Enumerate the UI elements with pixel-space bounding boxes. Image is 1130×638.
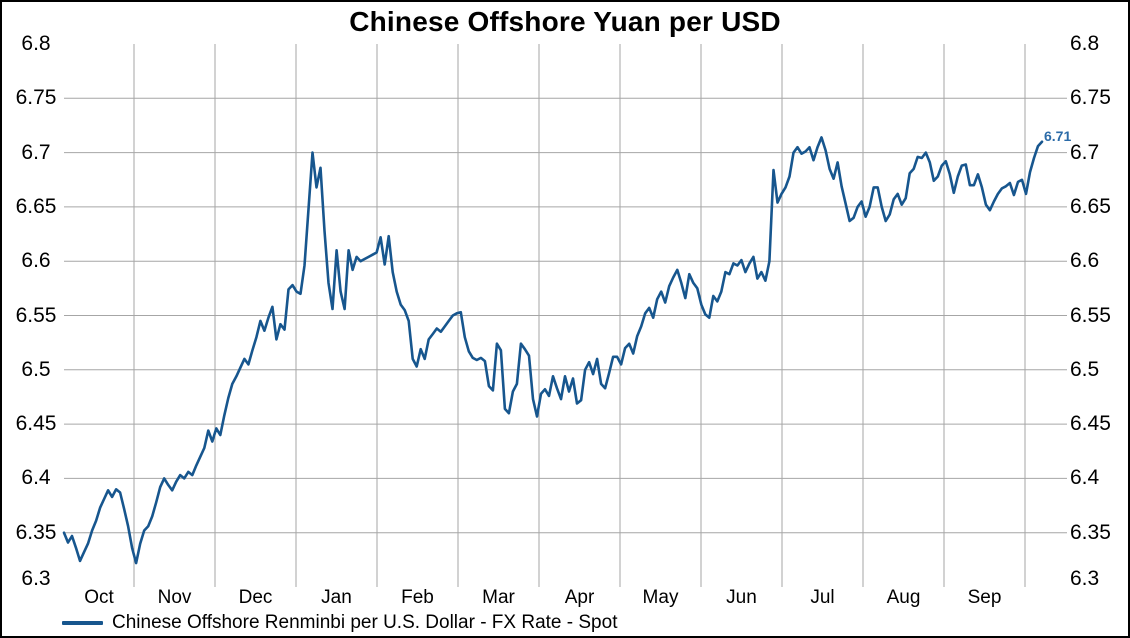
- y-tick-label-left: 6.7: [21, 140, 51, 164]
- last-value-label: 6.71: [1044, 128, 1072, 144]
- y-tick-label-right: 6.8: [1070, 32, 1100, 55]
- x-tick-label: Dec: [238, 587, 273, 608]
- legend-line-swatch: [62, 621, 103, 625]
- x-tick-label: Nov: [157, 587, 192, 608]
- y-tick-label-left: 6.8: [21, 32, 51, 55]
- y-tick-label-right: 6.55: [1070, 303, 1111, 327]
- y-tick-label-right: 6.7: [1070, 140, 1100, 164]
- y-tick-label-left: 6.4: [21, 466, 51, 490]
- y-tick-label-left: 6.75: [15, 86, 57, 110]
- x-tick-label: Jun: [726, 587, 757, 608]
- y-tick-label-right: 6.6: [1070, 249, 1100, 273]
- y-tick-label-left: 6.45: [15, 412, 57, 436]
- y-tick-label-right: 6.3: [1070, 567, 1100, 590]
- y-tick-label-right: 6.5: [1070, 357, 1100, 381]
- y-tick-label-left: 6.3: [21, 567, 51, 590]
- series-line: [62, 136, 1044, 565]
- x-tick-label: Jan: [321, 587, 352, 608]
- y-tick-label-right: 6.65: [1070, 194, 1111, 218]
- x-tick-label: Jul: [810, 587, 835, 608]
- y-tick-label-left: 6.5: [21, 357, 51, 381]
- x-tick-label: Sep: [967, 587, 1002, 608]
- y-tick-label-left: 6.6: [21, 249, 51, 273]
- x-tick-label: Feb: [401, 587, 434, 608]
- x-tick-label: Oct: [84, 587, 114, 608]
- y-tick-label-right: 6.4: [1070, 466, 1100, 490]
- x-tick-label: May: [642, 587, 679, 608]
- y-tick-label-left: 6.35: [15, 520, 57, 544]
- legend: Chinese Offshore Renminbi per U.S. Dolla…: [62, 611, 617, 635]
- x-tick-label: Mar: [482, 587, 515, 608]
- y-tick-label-left: 6.55: [15, 303, 57, 327]
- x-tick-label: Apr: [564, 587, 595, 608]
- legend-series-label: Chinese Offshore Renminbi per U.S. Dolla…: [112, 612, 618, 633]
- y-tick-label-right: 6.35: [1070, 520, 1111, 544]
- y-tick-label-right: 6.45: [1070, 412, 1111, 436]
- chart-title: Chinese Offshore Yuan per USD: [349, 6, 781, 37]
- y-tick-label-right: 6.75: [1070, 86, 1111, 110]
- x-tick-label: Aug: [886, 587, 921, 608]
- y-tick-label-left: 6.65: [15, 194, 57, 218]
